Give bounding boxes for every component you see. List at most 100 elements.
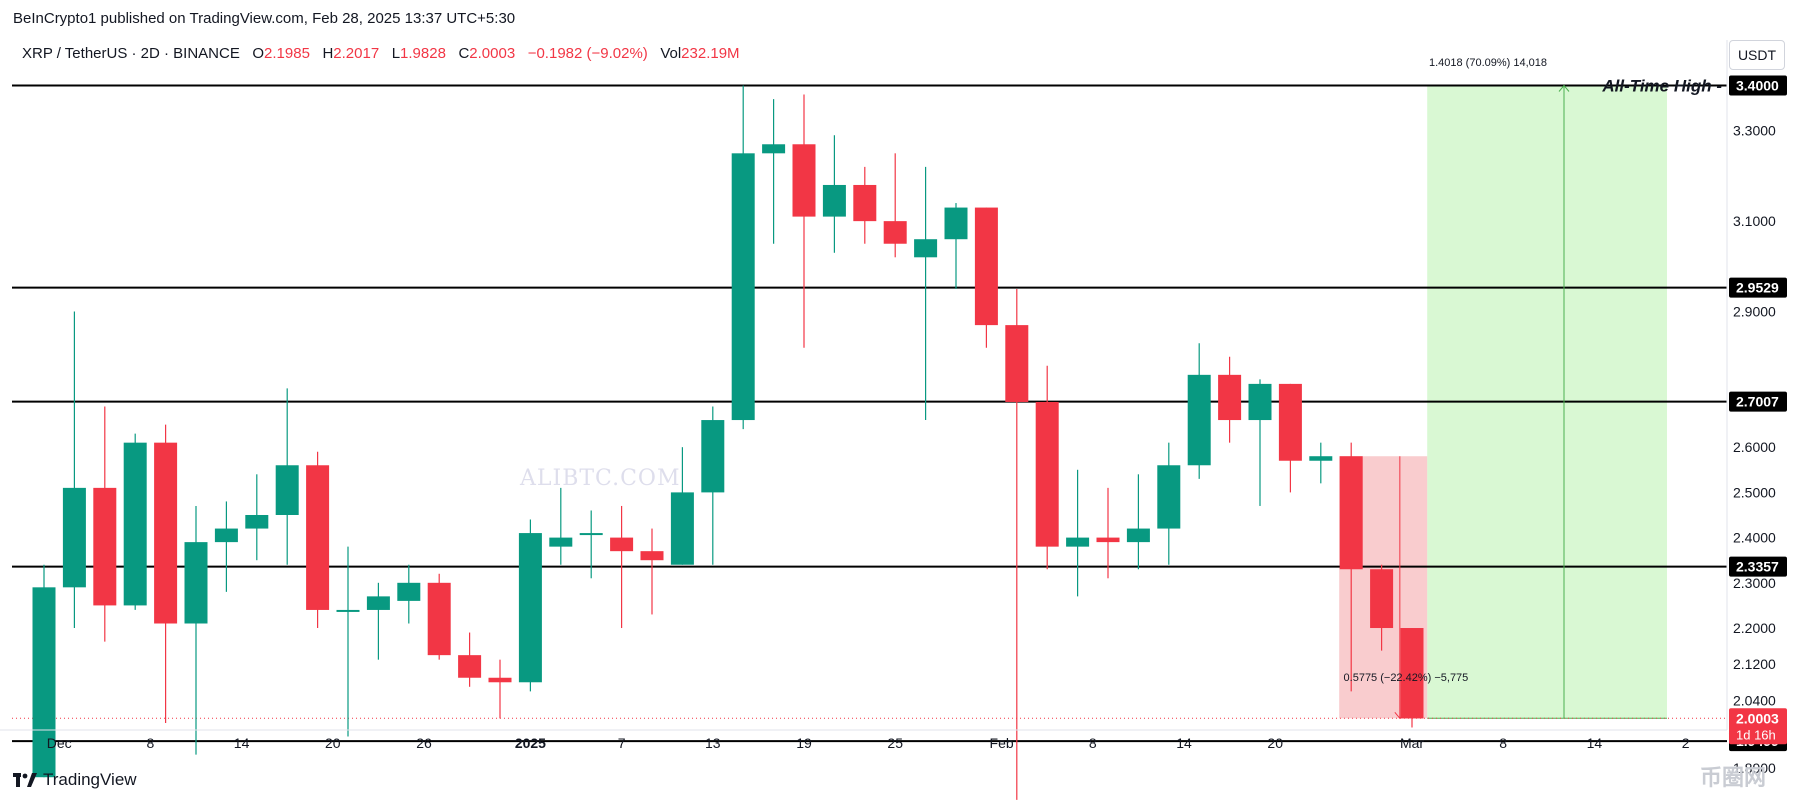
low-value: 1.9828 <box>400 45 446 62</box>
x-tick-label: Mar <box>1400 735 1424 751</box>
symbol-legend: XRP / TetherUS · 2D · BINANCE O2.1985 H2… <box>22 45 740 62</box>
level-price-box <box>1729 277 1787 298</box>
candle <box>731 85 755 430</box>
candle-body <box>914 239 938 258</box>
x-tick-label: 19 <box>796 735 812 751</box>
candle-body <box>306 465 330 610</box>
candle <box>245 474 269 561</box>
candle <box>1035 365 1059 570</box>
volume-value: 232.19M <box>681 45 740 62</box>
candle-body <box>1005 325 1029 402</box>
footer-brand[interactable]: TradingView <box>13 770 137 790</box>
candle-body <box>1278 383 1302 461</box>
candle-body <box>275 465 299 515</box>
candle-body <box>184 542 208 624</box>
candle-body <box>731 153 755 421</box>
candle <box>458 632 482 687</box>
high-value: 2.2017 <box>333 45 380 62</box>
candle-body <box>397 582 421 601</box>
close-label: C <box>458 45 470 62</box>
candle <box>1309 442 1333 484</box>
candles <box>32 85 1424 800</box>
measure-down-arrow <box>1394 711 1406 720</box>
candle-body <box>974 207 998 326</box>
candle-body <box>670 492 694 565</box>
volume-label: Vol <box>660 45 682 62</box>
candle <box>306 451 330 629</box>
y-tick-label: 2.0400 <box>1733 692 1776 708</box>
candle <box>792 94 816 348</box>
x-tick-label: 26 <box>416 735 432 751</box>
x-tick-label: 20 <box>325 735 341 751</box>
candle <box>1157 442 1181 565</box>
x-tick-label: Dec <box>47 735 72 751</box>
x-tick-label: 7 <box>618 735 626 751</box>
ath-annotation: All-Time High - <box>1601 77 1722 96</box>
x-tick-label: 8 <box>147 735 155 751</box>
x-tick-label: Feb <box>990 735 1014 751</box>
candle <box>640 528 664 615</box>
candle-body <box>853 184 877 222</box>
level-price-box <box>1729 75 1787 96</box>
level-price-label: 2.9529 <box>1736 280 1779 296</box>
candle <box>914 166 938 421</box>
measure-tools: 1.4018 (70.09%) 14,018 0.5775 (−22.42%) −… <box>1344 57 1722 720</box>
time-axis: Dec 8 14 20 26 2025 7 13 19 25 Feb 8 14 20 Mar 8 14 2 <box>47 735 1690 751</box>
measure-down-label: 0.5775 (−22.42%) −5,775 <box>1344 672 1469 684</box>
candle <box>944 203 968 289</box>
candle <box>366 582 390 660</box>
candle-body <box>762 144 786 154</box>
candle-body <box>62 487 86 588</box>
candle <box>1248 379 1272 506</box>
y-tick-label: 3.1000 <box>1733 213 1776 229</box>
candle-body <box>1370 569 1394 629</box>
candle-body <box>1157 465 1181 529</box>
symbol-name[interactable]: XRP / TetherUS · 2D · BINANCE <box>22 45 240 62</box>
level-price-label: 2.7007 <box>1736 394 1779 410</box>
measure-up-arrow <box>1558 84 1570 92</box>
x-tick-label: 14 <box>1587 735 1603 751</box>
candle <box>275 388 299 565</box>
y-tick-label: 1.8900 <box>1733 760 1776 776</box>
x-tick-label: 13 <box>705 735 721 751</box>
candle-body <box>488 677 512 683</box>
close-value: 2.0003 <box>469 45 516 62</box>
high-label: H <box>322 45 334 62</box>
candle <box>1339 442 1363 692</box>
candle <box>701 406 725 565</box>
y-tick-label: 2.4000 <box>1733 530 1776 546</box>
y-tick-label: 2.9000 <box>1733 304 1776 320</box>
candle <box>549 487 573 565</box>
x-tick-label: 14 <box>1176 735 1192 751</box>
candle-body <box>640 551 664 561</box>
candle <box>1278 383 1302 493</box>
candle-body <box>1096 537 1120 543</box>
candle <box>1005 288 1029 800</box>
candle-body <box>123 442 147 606</box>
open-label: O <box>252 45 265 62</box>
candle-body <box>883 221 907 244</box>
candle <box>1187 343 1211 479</box>
y-tick-label: 2.5000 <box>1733 484 1776 500</box>
candle-body <box>427 582 451 656</box>
candle <box>853 166 877 244</box>
y-tick-label: 2.3000 <box>1733 575 1776 591</box>
currency-button[interactable]: USDT <box>1729 40 1785 70</box>
center-watermark: ALIBTC.COM <box>520 466 681 491</box>
candle-body <box>1339 456 1363 570</box>
y-tick-label: 2.2000 <box>1733 620 1776 636</box>
x-tick-label: 25 <box>887 735 903 751</box>
candle <box>762 99 786 244</box>
price-axis: 3.3000 3.1000 2.9000 2.6000 2.5000 2.4000 2.30… <box>1729 75 1787 776</box>
candle-body <box>1248 383 1272 421</box>
candle-body <box>1066 537 1090 547</box>
candle-body <box>1187 374 1211 466</box>
measure-up-label: 1.4018 (70.09%) 14,018 <box>1429 57 1547 69</box>
footer-brand-label: TradingView <box>43 770 137 789</box>
horizontal-levels <box>12 84 1727 743</box>
candle <box>427 573 451 660</box>
candle <box>1218 356 1242 443</box>
candle-body <box>245 514 269 529</box>
candle <box>488 659 512 719</box>
